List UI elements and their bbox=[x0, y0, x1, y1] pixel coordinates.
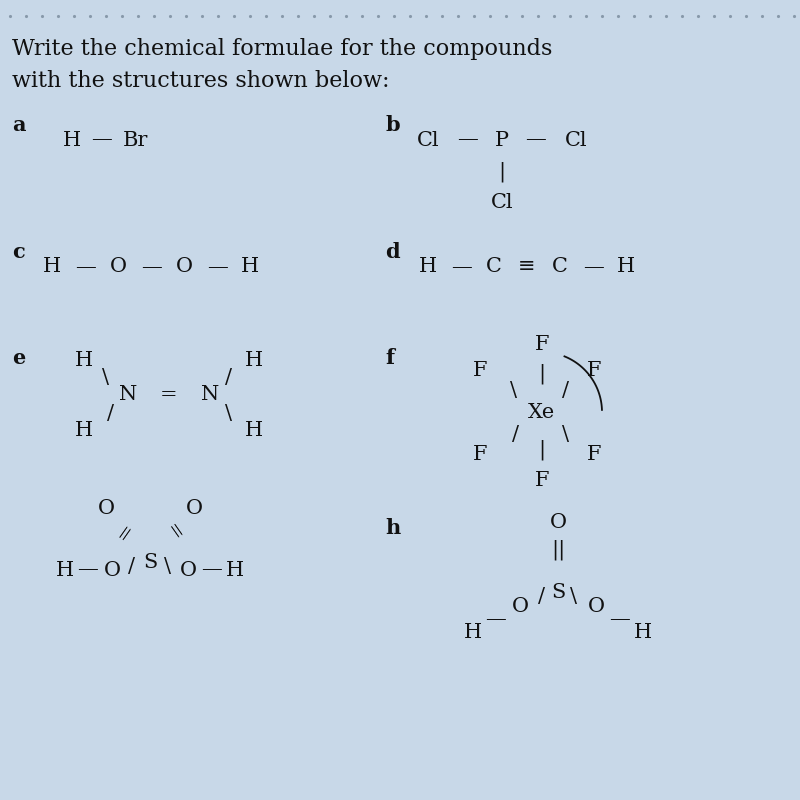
Text: S: S bbox=[551, 582, 565, 602]
Text: /: / bbox=[106, 403, 114, 422]
Text: a: a bbox=[12, 115, 26, 135]
Text: N: N bbox=[201, 386, 219, 405]
Text: —: — bbox=[141, 258, 162, 277]
Text: Xe: Xe bbox=[528, 402, 556, 422]
Text: —: — bbox=[526, 130, 546, 150]
Text: H: H bbox=[245, 350, 263, 370]
Text: \: \ bbox=[225, 403, 231, 422]
Text: O: O bbox=[587, 597, 605, 615]
Text: H: H bbox=[75, 422, 93, 441]
Text: |: | bbox=[538, 440, 546, 460]
Text: =: = bbox=[113, 519, 139, 545]
Text: —: — bbox=[450, 258, 471, 277]
Text: O: O bbox=[511, 597, 529, 615]
Text: H: H bbox=[75, 350, 93, 370]
Text: —: — bbox=[78, 561, 98, 579]
Text: —: — bbox=[206, 258, 227, 277]
Text: =: = bbox=[161, 519, 187, 545]
Text: O: O bbox=[175, 258, 193, 277]
Text: c: c bbox=[12, 242, 25, 262]
Text: Cl: Cl bbox=[565, 130, 587, 150]
Text: C: C bbox=[552, 258, 568, 277]
Text: —: — bbox=[610, 610, 630, 629]
Text: f: f bbox=[385, 348, 394, 368]
Text: with the structures shown below:: with the structures shown below: bbox=[12, 70, 390, 92]
Text: Br: Br bbox=[122, 130, 148, 150]
Text: H: H bbox=[43, 258, 61, 277]
Text: /: / bbox=[538, 586, 546, 606]
Text: H: H bbox=[419, 258, 437, 277]
Text: O: O bbox=[179, 561, 197, 579]
Text: /: / bbox=[562, 381, 570, 399]
Text: F: F bbox=[534, 470, 550, 490]
Text: H: H bbox=[226, 561, 244, 579]
Text: O: O bbox=[98, 498, 114, 518]
Text: O: O bbox=[110, 258, 126, 277]
Text: e: e bbox=[12, 348, 26, 368]
Text: O: O bbox=[103, 561, 121, 579]
Text: —: — bbox=[202, 561, 222, 579]
Text: /: / bbox=[513, 425, 519, 443]
Text: —: — bbox=[74, 258, 95, 277]
Text: —: — bbox=[458, 130, 478, 150]
Text: F: F bbox=[473, 361, 487, 379]
Text: \: \ bbox=[165, 557, 171, 575]
Text: O: O bbox=[550, 513, 566, 531]
Text: H: H bbox=[241, 258, 259, 277]
Text: =: = bbox=[160, 386, 178, 405]
Text: |: | bbox=[538, 364, 546, 384]
Text: b: b bbox=[385, 115, 400, 135]
Text: Write the chemical formulae for the compounds: Write the chemical formulae for the comp… bbox=[12, 38, 552, 60]
Text: H: H bbox=[245, 422, 263, 441]
Text: H: H bbox=[56, 561, 74, 579]
Text: /: / bbox=[225, 367, 231, 386]
Text: F: F bbox=[473, 445, 487, 463]
Text: d: d bbox=[385, 242, 400, 262]
Text: H: H bbox=[464, 622, 482, 642]
Text: F: F bbox=[586, 445, 602, 463]
Text: —: — bbox=[582, 258, 603, 277]
Text: ||: || bbox=[551, 540, 565, 560]
Text: S: S bbox=[143, 553, 157, 571]
Text: Cl: Cl bbox=[490, 193, 514, 211]
Text: H: H bbox=[634, 622, 652, 642]
Text: F: F bbox=[534, 334, 550, 354]
Text: —: — bbox=[92, 130, 112, 150]
Text: |: | bbox=[498, 162, 506, 182]
Text: —: — bbox=[486, 610, 506, 629]
Text: O: O bbox=[186, 498, 202, 518]
Text: \: \ bbox=[510, 381, 518, 399]
Text: Cl: Cl bbox=[417, 130, 439, 150]
Text: H: H bbox=[617, 258, 635, 277]
Text: /: / bbox=[129, 557, 135, 575]
Text: N: N bbox=[119, 386, 137, 405]
Text: F: F bbox=[586, 361, 602, 379]
Text: C: C bbox=[486, 258, 502, 277]
Text: \: \ bbox=[102, 367, 110, 386]
Text: h: h bbox=[385, 518, 400, 538]
Text: \: \ bbox=[570, 586, 578, 606]
Text: H: H bbox=[63, 130, 81, 150]
Text: ≡: ≡ bbox=[518, 258, 536, 277]
Text: P: P bbox=[495, 130, 509, 150]
Text: \: \ bbox=[562, 425, 570, 443]
